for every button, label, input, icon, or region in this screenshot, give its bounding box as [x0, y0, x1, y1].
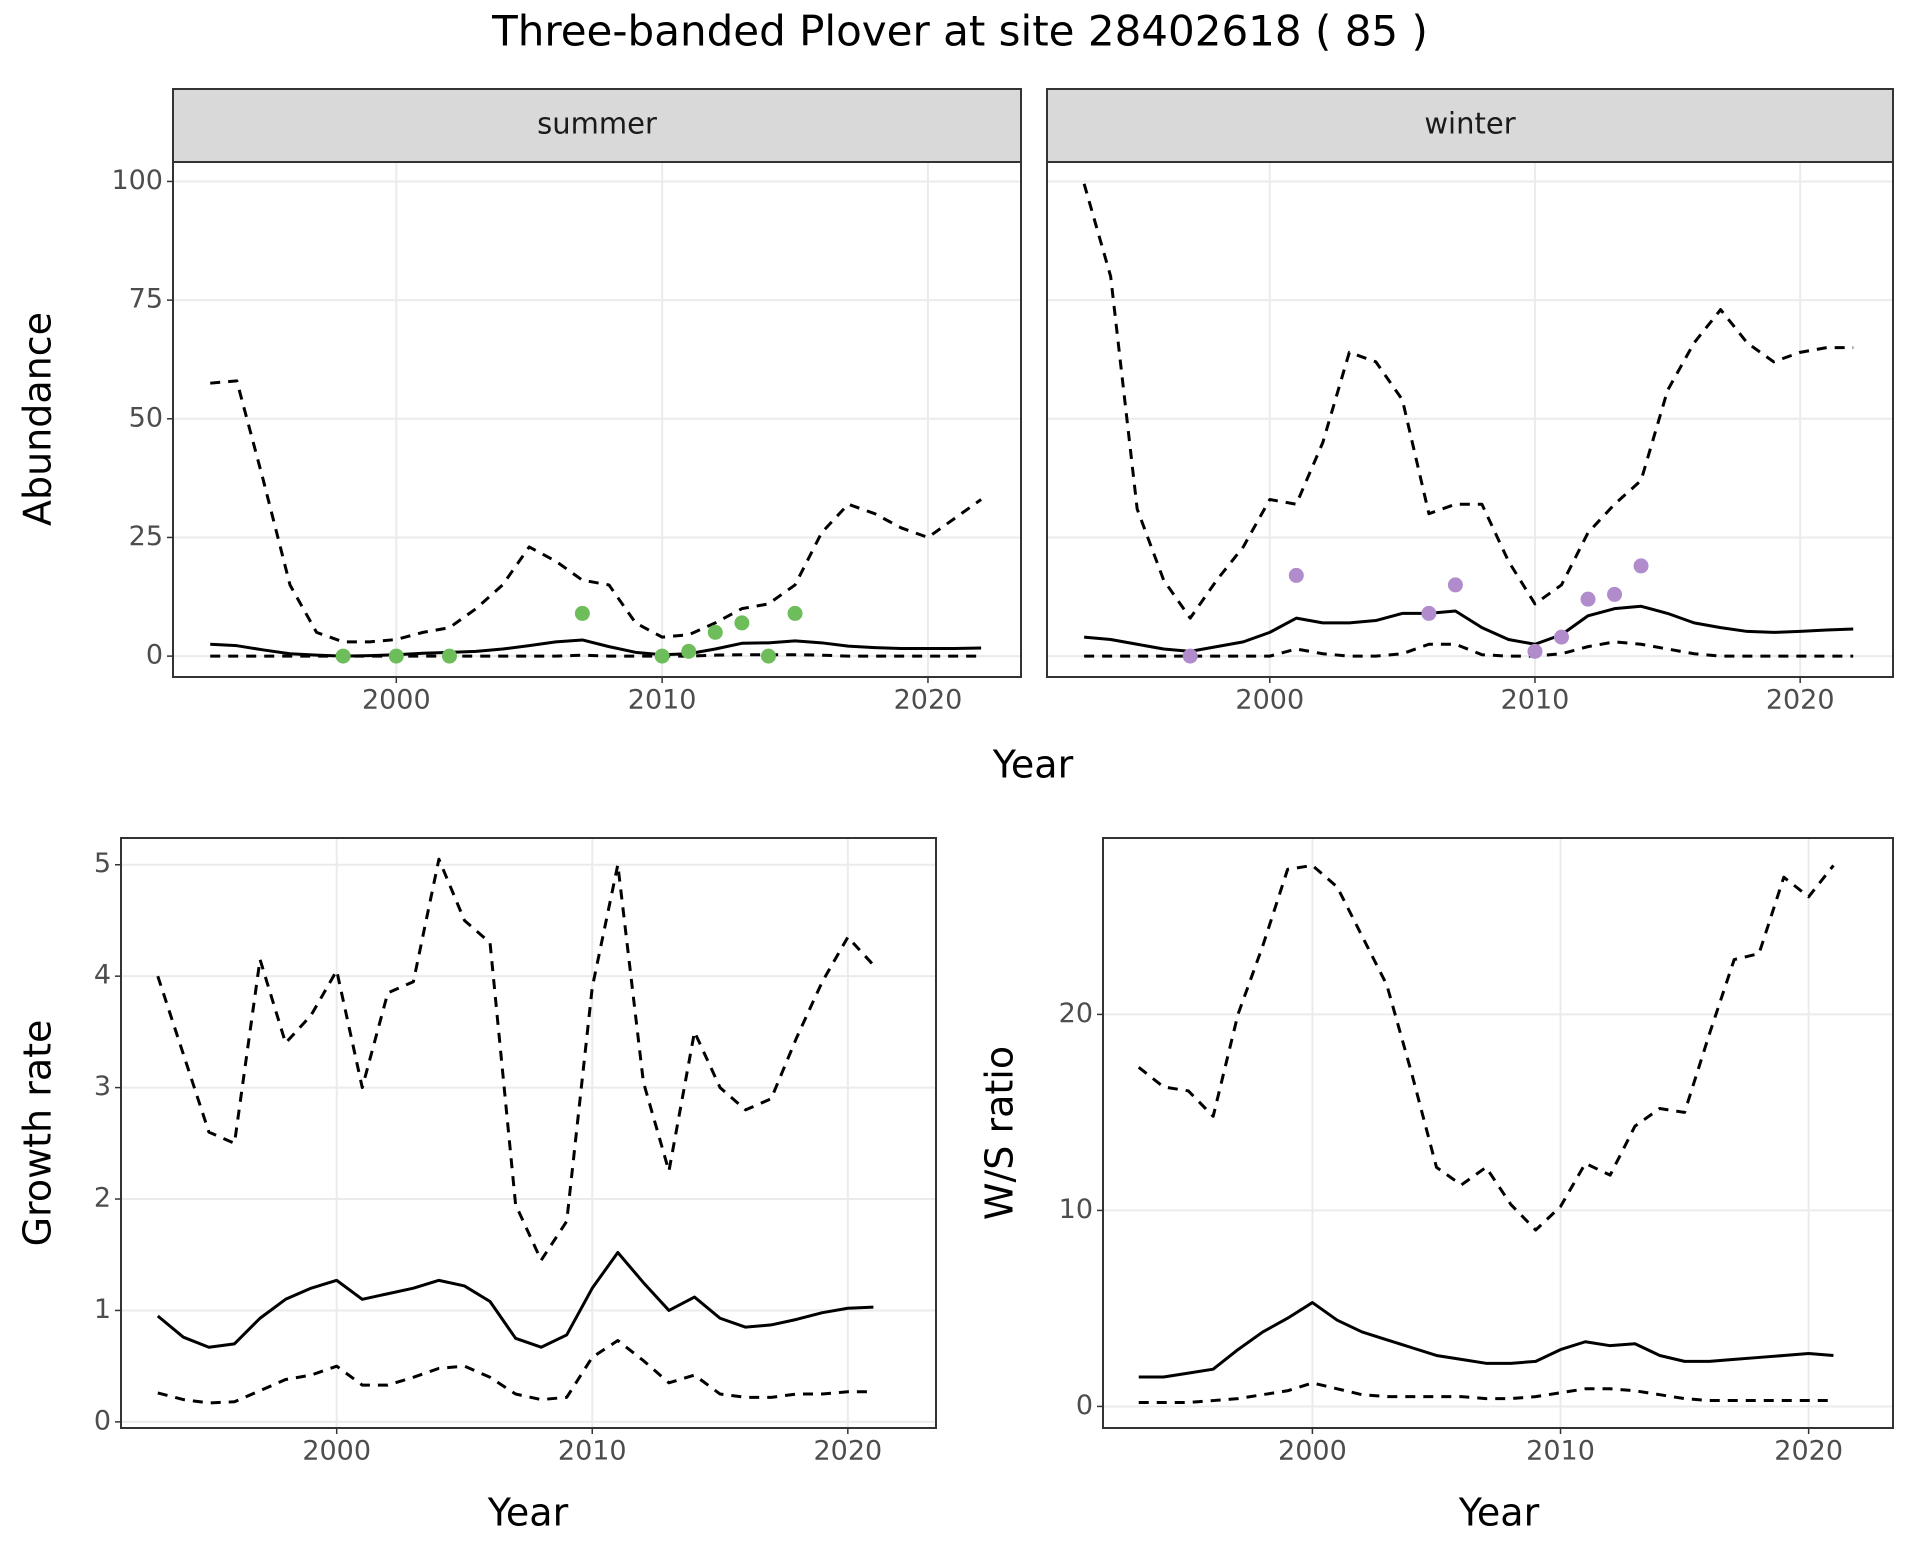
- x-tick-label: 2020: [813, 1436, 882, 1467]
- y-tick-label: 0: [1076, 1390, 1093, 1421]
- data-point: [1580, 591, 1596, 607]
- strip: [172, 88, 1022, 163]
- median-line: [1083, 604, 1854, 653]
- y-tick-label: 100: [111, 165, 163, 196]
- x-tick-label: 2020: [1774, 1436, 1843, 1467]
- y-tick-label: 50: [129, 402, 163, 433]
- median-line: [1138, 1301, 1834, 1379]
- data-point: [441, 648, 457, 664]
- strip-label: winter: [1424, 107, 1515, 141]
- x-tick-label: 2000: [362, 685, 431, 716]
- panel-border: [1102, 837, 1894, 1429]
- interval-line: [210, 653, 982, 658]
- y-tick-label: 5: [94, 848, 111, 879]
- x-tick-label: 2000: [1235, 685, 1304, 716]
- data-point: [1607, 586, 1623, 602]
- x-axis-title: Year: [487, 1491, 569, 1535]
- data-point: [1633, 558, 1649, 574]
- y-axis-title: Growth rate: [16, 1020, 60, 1247]
- x-tick-label: 2020: [1766, 685, 1835, 716]
- data-point: [1421, 605, 1437, 621]
- x-tick-label: 2010: [558, 1436, 627, 1467]
- data-point: [734, 615, 750, 631]
- data-point: [1527, 643, 1543, 659]
- data-point: [787, 605, 803, 621]
- x-tick-label: 2000: [302, 1436, 371, 1467]
- y-tick-label: 20: [1059, 998, 1093, 1029]
- interval-line: [210, 379, 983, 644]
- data-point: [1447, 577, 1463, 593]
- data-point: [1182, 648, 1198, 664]
- data-point: [1553, 629, 1569, 645]
- figure-title: Three-banded Plover at site 28402618 ( 8…: [491, 7, 1428, 56]
- median-line: [156, 1251, 874, 1349]
- y-tick-label: 0: [146, 640, 163, 671]
- x-tick-label: 2010: [1501, 685, 1570, 716]
- y-tick-label: 3: [94, 1071, 111, 1102]
- y-tick-label: 0: [94, 1405, 111, 1436]
- data-point: [681, 643, 697, 659]
- x-tick-label: 2020: [894, 685, 963, 716]
- strip-label: summer: [537, 107, 657, 141]
- panel-background: [1103, 838, 1893, 1428]
- y-tick-label: 2: [94, 1183, 111, 1214]
- y-tick-label: 1: [94, 1294, 111, 1325]
- data-point: [388, 648, 404, 664]
- data-point: [574, 605, 590, 621]
- panel-background: [121, 838, 936, 1428]
- data-point: [1288, 567, 1304, 583]
- y-axis-title: Abundance: [16, 312, 60, 526]
- y-tick-label: 4: [94, 960, 111, 991]
- y-tick-label: 25: [129, 521, 163, 552]
- data-point: [707, 624, 723, 640]
- data-point: [335, 648, 351, 664]
- data-point: [654, 648, 670, 664]
- x-tick-label: 2010: [1526, 1436, 1595, 1467]
- x-tick-label: 2000: [1278, 1436, 1347, 1467]
- interval-line: [1137, 863, 1835, 1232]
- interval-line: [1084, 640, 1854, 658]
- y-tick-label: 10: [1059, 1194, 1093, 1225]
- interval-line: [157, 1339, 874, 1405]
- x-axis-title: Year: [1458, 1491, 1540, 1535]
- panel-border: [120, 837, 937, 1429]
- interval-line: [156, 857, 875, 1262]
- y-tick-label: 75: [129, 284, 163, 315]
- x-axis-title: Year: [992, 743, 1074, 787]
- interval-line: [1082, 183, 1854, 620]
- x-tick-label: 2010: [628, 685, 697, 716]
- interval-line: [1138, 1381, 1834, 1405]
- data-point: [760, 648, 776, 664]
- y-axis-title: W/S ratio: [978, 1046, 1022, 1220]
- strip: [1046, 88, 1894, 163]
